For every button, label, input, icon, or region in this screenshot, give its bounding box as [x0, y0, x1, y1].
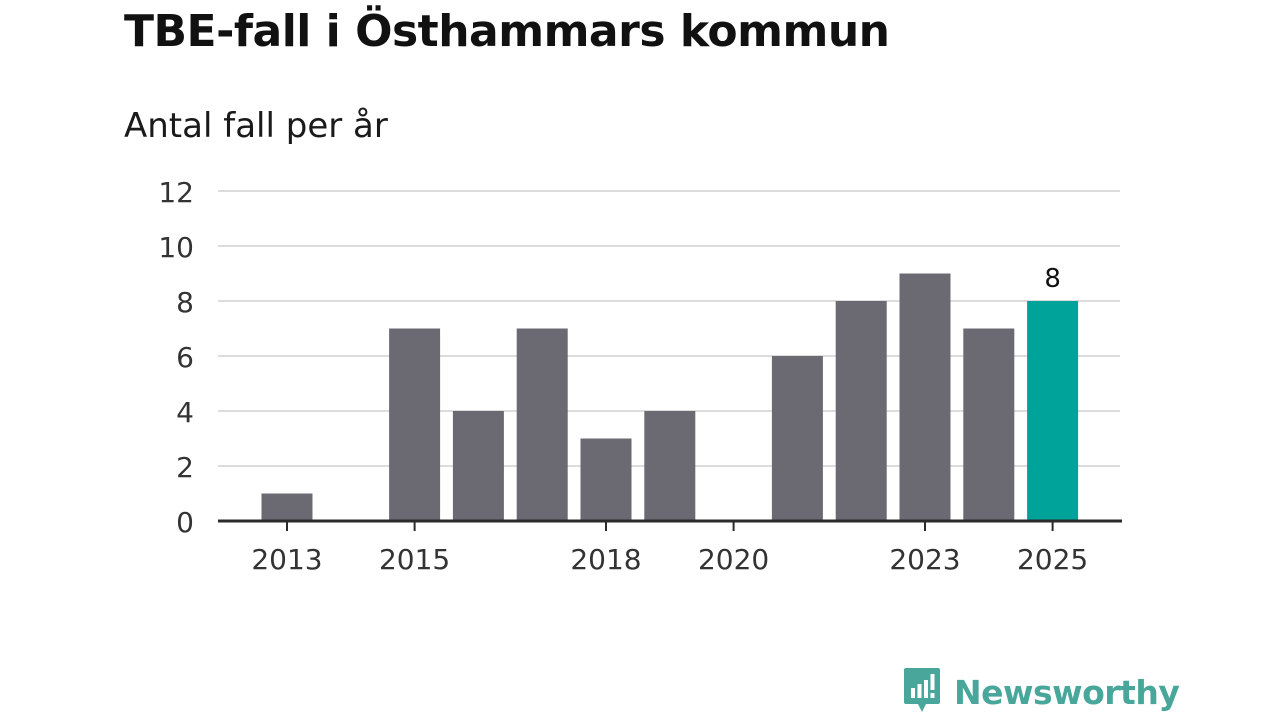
x-tick-label: 2020	[698, 543, 769, 576]
bar-2022	[835, 301, 887, 521]
bar-2021	[771, 356, 823, 521]
bar-2015	[389, 328, 441, 521]
newsworthy-logo-icon	[902, 666, 942, 718]
x-tick-label: 2013	[251, 543, 322, 576]
x-axis-ticks: 2013 2015 2018 2020 2023 2025	[251, 521, 1088, 576]
y-tick-label: 0	[176, 506, 194, 539]
bar-2024	[963, 328, 1015, 521]
y-tick-label: 2	[176, 451, 194, 484]
x-tick-label: 2025	[1017, 543, 1088, 576]
bar-2025	[1027, 301, 1079, 521]
bar-data-labels: 8	[1044, 264, 1061, 294]
newsworthy-brand: Newsworthy	[902, 666, 1180, 718]
chart-subtitle: Antal fall per år	[124, 106, 388, 146]
bar-2017	[516, 328, 568, 521]
bar-2013	[261, 493, 313, 521]
y-tick-label: 12	[158, 176, 194, 209]
bar-2016	[452, 411, 504, 521]
bars	[261, 273, 1079, 521]
bar-2019	[644, 411, 696, 521]
x-tick-label: 2023	[889, 543, 960, 576]
y-tick-label: 8	[176, 286, 194, 319]
bar-2018	[580, 438, 632, 521]
y-tick-label: 6	[176, 341, 194, 374]
y-axis-ticks: 0 2 4 6 8 10 12	[158, 176, 194, 539]
y-tick-label: 10	[158, 231, 194, 264]
bar-2023	[899, 273, 951, 521]
chart-title: TBE-fall i Östhammars kommun	[124, 6, 890, 57]
bar-chart: 0 2 4 6 8 10 12 8 2013 2015 2018 2020 2023 2025	[158, 176, 1122, 576]
x-tick-label: 2018	[570, 543, 641, 576]
x-tick-label: 2015	[379, 543, 450, 576]
y-tick-label: 4	[176, 396, 194, 429]
bar-value-label: 8	[1044, 264, 1061, 294]
brand-name: Newsworthy	[954, 672, 1180, 712]
